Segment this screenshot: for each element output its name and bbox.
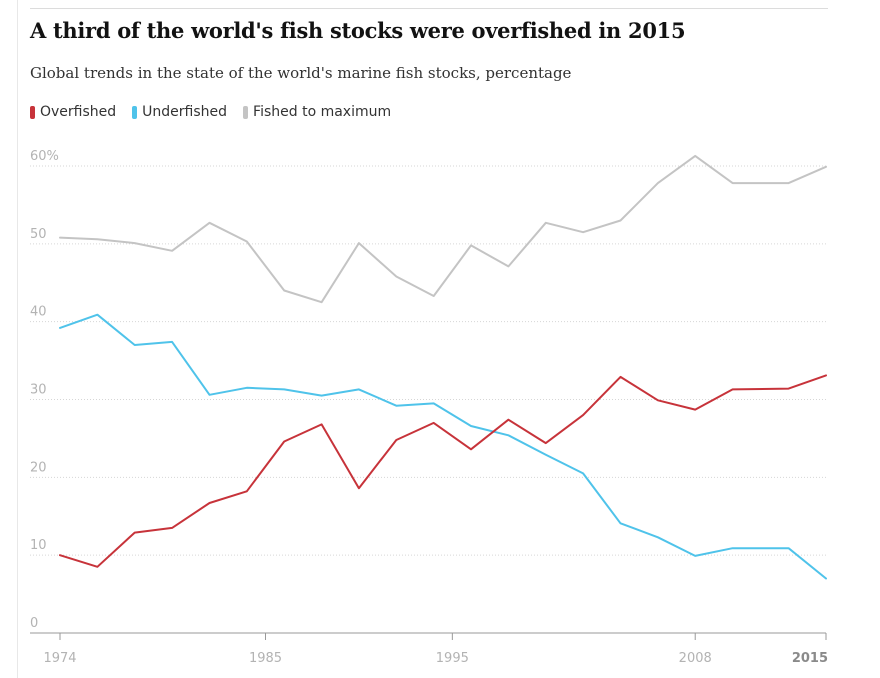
chart-title: A third of the world's fish stocks were …: [30, 18, 686, 43]
series-line-overfished: [59, 374, 827, 568]
y-tick-label: 50: [30, 227, 47, 242]
legend: Overfished Underfished Fished to maximum: [30, 104, 391, 120]
x-tick-label: 1974: [43, 651, 76, 666]
legend-label-overfished: Overfished: [40, 104, 117, 120]
chart-subtitle: Global trends in the state of the world'…: [30, 64, 572, 82]
x-tick-label: 2015: [792, 651, 828, 666]
legend-item-overfished: Overfished: [30, 104, 116, 120]
legend-label-fished-to-maximum: Fished to maximum: [253, 104, 392, 120]
y-tick-label: 30: [30, 383, 47, 398]
legend-item-fished-to-maximum: Fished to maximum: [243, 104, 391, 120]
legend-swatch-overfished: [30, 105, 35, 119]
series-line-underfished: [59, 313, 827, 580]
y-tick-label: 0: [30, 616, 38, 631]
legend-swatch-underfished: [132, 105, 138, 119]
y-tick-label: 20: [30, 460, 47, 475]
top-divider: [30, 8, 828, 9]
legend-item-underfished: Underfished: [132, 104, 227, 120]
series-line-fished-to-maximum: [59, 154, 827, 304]
legend-swatch-fished-to-maximum: [243, 105, 249, 119]
y-tick-label: 40: [30, 305, 47, 320]
x-tick-label: 2008: [679, 651, 712, 666]
legend-label-underfished: Underfished: [142, 104, 228, 120]
x-tick-label: 1985: [249, 651, 282, 666]
x-tick-label: 1995: [436, 651, 469, 666]
y-tick-label: 60%: [30, 149, 59, 164]
y-tick-label: 10: [30, 538, 47, 553]
chart-frame: [17, 0, 830, 678]
